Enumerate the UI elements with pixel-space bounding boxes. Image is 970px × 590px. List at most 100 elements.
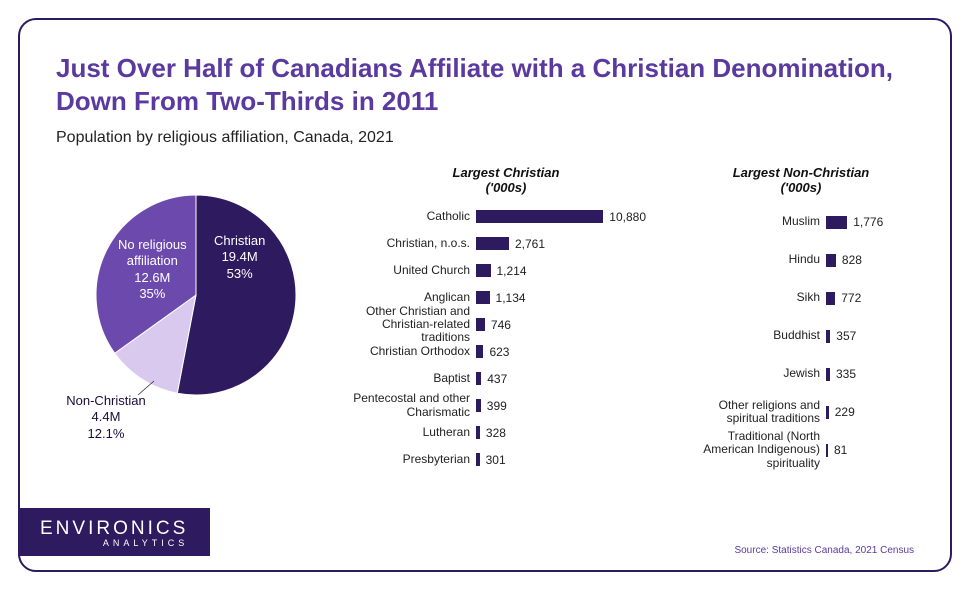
- page-title: Just Over Half of Canadians Affiliate wi…: [56, 52, 914, 117]
- infographic-frame: Just Over Half of Canadians Affiliate wi…: [18, 18, 952, 572]
- christian-row: Lutheran 328: [346, 419, 666, 446]
- nonchristian-track: 335: [826, 367, 906, 381]
- pie-svg: [56, 165, 336, 425]
- christian-value: 399: [487, 399, 507, 413]
- christian-track: 328: [476, 426, 646, 440]
- christian-row: Christian Orthodox 623: [346, 338, 666, 365]
- pie-label-line: 35%: [139, 286, 165, 301]
- christian-value: 2,761: [515, 237, 545, 251]
- nonchristian-row: Sikh772: [676, 279, 926, 317]
- nonchristian-row: Other religions and spiritual traditions…: [676, 393, 926, 431]
- pie-label-line: Christian: [214, 233, 265, 248]
- charts-row: Christian19.4M 53% Non-Christian4.4M 12.1% N…: [56, 165, 914, 473]
- nonchristian-value: 828: [842, 253, 862, 267]
- pie-label-line: No religious: [118, 237, 187, 252]
- logo: ENVIRONICS ANALYTICS: [18, 508, 210, 556]
- pie-label-christian: Christian19.4M 53%: [214, 233, 265, 282]
- christian-bar: [476, 237, 509, 250]
- christian-label: United Church: [346, 264, 476, 277]
- christian-bar: [476, 291, 490, 304]
- nonchristian-track: 828: [826, 253, 906, 267]
- christian-bars: Largest Christian('000s) Catholic10,880C…: [346, 165, 666, 473]
- nonchristian-row: Buddhist 357: [676, 317, 926, 355]
- nonchristian-row: Traditional (North American Indigenous) …: [676, 431, 926, 469]
- nonchristian-track: 81: [826, 443, 906, 457]
- pie-label-line: 19.4M: [222, 249, 258, 264]
- christian-value: 1,214: [497, 264, 527, 278]
- nonchristian-value: 335: [836, 367, 856, 381]
- christian-value: 437: [487, 372, 507, 386]
- christian-track: 399: [476, 399, 646, 413]
- nonchristian-track: 357: [826, 329, 906, 343]
- nonchristian-value: 81: [834, 443, 847, 457]
- nonchristian-track: 772: [826, 291, 906, 305]
- nonchristian-value: 357: [836, 329, 856, 343]
- nonchristian-label: Buddhist: [676, 329, 826, 342]
- christian-value: 1,134: [496, 291, 526, 305]
- nonchristian-label: Jewish: [676, 367, 826, 380]
- christian-row: Christian, n.o.s. 2,761: [346, 230, 666, 257]
- christian-label: Baptist: [346, 372, 476, 385]
- christian-track: 301: [476, 453, 646, 467]
- pie-label-line: 12.1%: [88, 426, 125, 441]
- nonchristian-label: Muslim: [676, 215, 826, 228]
- christian-bar: [476, 264, 491, 277]
- nonchristian-bars-title: Largest Non-Christian('000s): [676, 165, 926, 195]
- christian-row: Pentecostal and other Charismatic 399: [346, 392, 666, 419]
- christian-track: 10,880: [476, 210, 646, 224]
- christian-bars-title: Largest Christian('000s): [346, 165, 666, 195]
- nonchristian-label: Hindu: [676, 253, 826, 266]
- nonchristian-bar: [826, 216, 847, 229]
- nonchristian-bar: [826, 406, 829, 419]
- christian-value: 10,880: [609, 210, 646, 224]
- christian-row: Catholic 10,880: [346, 203, 666, 230]
- christian-track: 623: [476, 345, 646, 359]
- nonchristian-value: 229: [835, 405, 855, 419]
- christian-track: 1,214: [476, 264, 646, 278]
- christian-label: Christian Orthodox: [346, 345, 476, 358]
- nonchristian-bar: [826, 330, 830, 343]
- nonchristian-track: 1,776: [826, 215, 906, 229]
- nonchristian-bar: [826, 444, 828, 457]
- pie-label-line: 12.6M: [134, 270, 170, 285]
- pie-label-line: Non-Christian: [66, 393, 145, 408]
- christian-bar: [476, 210, 603, 223]
- christian-value: 301: [486, 453, 506, 467]
- christian-label: Anglican: [346, 291, 476, 304]
- page-subtitle: Population by religious affiliation, Can…: [56, 129, 914, 147]
- christian-bar: [476, 372, 481, 385]
- footer: ENVIRONICS ANALYTICS Source: Statistics …: [18, 508, 914, 556]
- pie-chart: Christian19.4M 53% Non-Christian4.4M 12.1% N…: [56, 165, 336, 455]
- christian-value: 746: [491, 318, 511, 332]
- pie-label-line: 4.4M: [92, 409, 121, 424]
- christian-row: Presbyterian 301: [346, 446, 666, 473]
- christian-value: 328: [486, 426, 506, 440]
- source-text: Source: Statistics Canada, 2021 Census: [734, 545, 914, 556]
- nonchristian-row: Muslim 1,776: [676, 203, 926, 241]
- nonchristian-track: 229: [826, 405, 906, 419]
- nonchristian-label: Traditional (North American Indigenous) …: [676, 430, 826, 470]
- christian-label: Catholic: [346, 210, 476, 223]
- christian-track: 2,761: [476, 237, 646, 251]
- nonchristian-bars: Largest Non-Christian('000s) Muslim 1,776…: [676, 165, 926, 469]
- christian-track: 437: [476, 372, 646, 386]
- christian-label: Lutheran: [346, 426, 476, 439]
- christian-bar: [476, 453, 480, 466]
- christian-label: Christian, n.o.s.: [346, 237, 476, 250]
- pie-label-line: 53%: [227, 266, 253, 281]
- christian-bar: [476, 318, 485, 331]
- pie-label-none: No religiousaffiliation12.6M35%: [118, 237, 187, 302]
- christian-label: Pentecostal and other Charismatic: [346, 392, 476, 418]
- nonchristian-row: Hindu 828: [676, 241, 926, 279]
- nonchristian-label: Sikh: [676, 291, 826, 304]
- christian-bar: [476, 399, 481, 412]
- christian-label: Presbyterian: [346, 453, 476, 466]
- christian-row: United Church 1,214: [346, 257, 666, 284]
- christian-value: 623: [489, 345, 509, 359]
- logo-main: ENVIRONICS: [40, 518, 188, 540]
- christian-bar: [476, 345, 483, 358]
- christian-bar: [476, 426, 480, 439]
- nonchristian-value: 1,776: [853, 215, 883, 229]
- nonchristian-bar: [826, 254, 836, 267]
- nonchristian-bar: [826, 292, 835, 305]
